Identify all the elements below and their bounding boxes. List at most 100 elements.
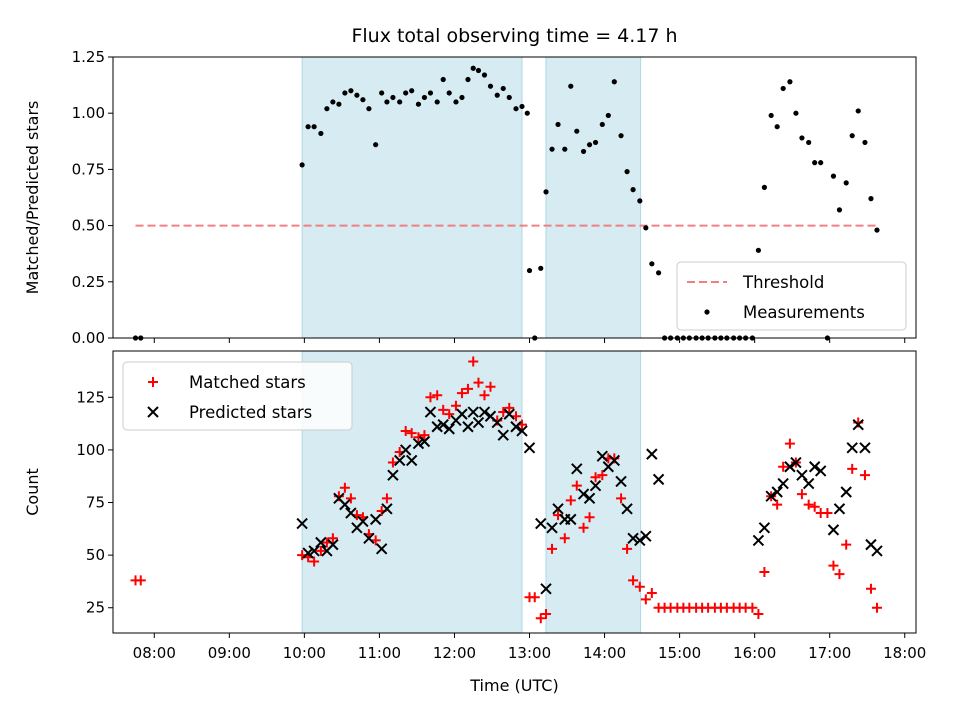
predicted-star-point: [758, 522, 771, 534]
predicted-star-point: [431, 421, 443, 433]
measurement-point: [446, 90, 452, 96]
measurement-point: [138, 335, 144, 341]
measurement-point: [543, 189, 549, 195]
measurement-point: [299, 162, 305, 168]
measurement-point: [718, 335, 724, 341]
predicted-star-point: [808, 461, 821, 473]
measurement-point: [661, 335, 668, 341]
matched-star-point: [809, 501, 820, 512]
matched-star-point: [413, 432, 424, 443]
matched-star-point: [565, 495, 576, 506]
measurement-point: [787, 79, 793, 85]
x-tick-label: 17:00: [808, 644, 851, 662]
y-tick-label: 25: [86, 599, 105, 617]
measurement-point: [799, 135, 805, 141]
legend-measurement-swatch: [704, 309, 710, 315]
predicted-star-point: [491, 416, 503, 429]
matched-star-point: [438, 404, 449, 415]
predicted-star-point: [596, 450, 609, 462]
measurement-point: [305, 124, 311, 130]
predicted-star-point: [399, 444, 412, 456]
legend-predicted-swatch: [147, 406, 159, 418]
x-tick-label: 12:00: [433, 644, 476, 662]
measurement-point: [311, 124, 317, 130]
measurement-point: [513, 106, 519, 112]
measurement-point: [818, 160, 824, 166]
predicted-star-point: [546, 522, 558, 534]
measurement-point: [532, 335, 538, 341]
measurement-point: [519, 103, 525, 110]
matched-star-point: [828, 560, 839, 571]
measurement-point: [475, 67, 482, 74]
measurement-point: [506, 94, 512, 101]
predicted-star-point: [315, 536, 327, 549]
measurement-point: [403, 90, 409, 96]
legend: Matched stars Predicted stars: [122, 361, 353, 431]
measurement-point: [524, 110, 530, 116]
predicted-star-point: [646, 448, 658, 460]
measurement-point: [806, 139, 812, 146]
measurement-point: [342, 90, 348, 96]
predicted-star-point: [472, 416, 485, 429]
matched-star-point: [456, 388, 467, 399]
predicted-star-point: [583, 492, 596, 505]
matched-star-point: [628, 575, 639, 586]
x-tick-label: 18:00: [883, 644, 926, 662]
matched-star-point: [622, 543, 633, 554]
measurement-point: [538, 265, 544, 271]
legend-label: Predicted stars: [189, 403, 312, 422]
measurement-point: [568, 83, 574, 89]
matched-star-point: [345, 493, 356, 504]
measurement-point: [874, 227, 880, 233]
matched-star-point: [444, 409, 455, 420]
matched-star-point: [450, 400, 461, 411]
predicted-star-point: [752, 534, 765, 547]
matched-star-point: [753, 609, 764, 620]
measurement-point: [780, 85, 786, 92]
matched-star-point: [841, 539, 852, 550]
predicted-star-point: [462, 421, 474, 433]
measurement-point: [705, 335, 711, 341]
matched-star-point: [578, 522, 589, 533]
predicted-star-point: [363, 532, 375, 545]
legend-label: Measurements: [743, 303, 865, 322]
measurement-point: [470, 65, 476, 71]
measurement-point: [384, 99, 390, 105]
predicted-star-point: [827, 524, 840, 536]
matched-star-point: [400, 425, 411, 436]
measurement-point: [724, 335, 730, 341]
measurement-point: [390, 94, 396, 101]
legend-box: [676, 261, 907, 331]
y-axis-label: Matched/Predicted stars: [23, 101, 42, 295]
measurement-point: [348, 88, 354, 94]
measurement-point: [862, 139, 868, 146]
measurement-point: [712, 335, 718, 341]
predicted-star-point: [381, 503, 393, 515]
y-tick-label: 125: [76, 388, 105, 406]
measurement-point: [592, 139, 599, 146]
measurement-point: [643, 225, 649, 231]
measurement-point: [630, 187, 636, 193]
measurement-point: [465, 76, 471, 83]
matched-star-point: [485, 381, 496, 392]
x-tick-label: 09:00: [208, 644, 251, 662]
matched-star-point: [339, 482, 350, 493]
predicted-star-point: [339, 498, 351, 511]
measurement-point: [667, 335, 674, 341]
matched-star-point: [135, 575, 146, 586]
measurement-point: [749, 335, 755, 341]
matched-star-point: [747, 602, 758, 613]
matched-star-point: [381, 493, 392, 504]
y-axis-label: Count: [23, 468, 42, 516]
predicted-star-point: [497, 429, 509, 441]
measurement-point: [373, 142, 379, 148]
measurement-point: [637, 198, 643, 204]
matched-star-point: [327, 533, 338, 544]
x-tick-label: 08:00: [133, 644, 176, 662]
matched-star-point: [309, 556, 320, 567]
predicted-star-point: [308, 545, 320, 557]
matched-star-point: [419, 430, 430, 441]
matched-star-point: [778, 461, 789, 472]
predicted-star-point: [608, 454, 621, 467]
measurement-point: [731, 335, 737, 341]
